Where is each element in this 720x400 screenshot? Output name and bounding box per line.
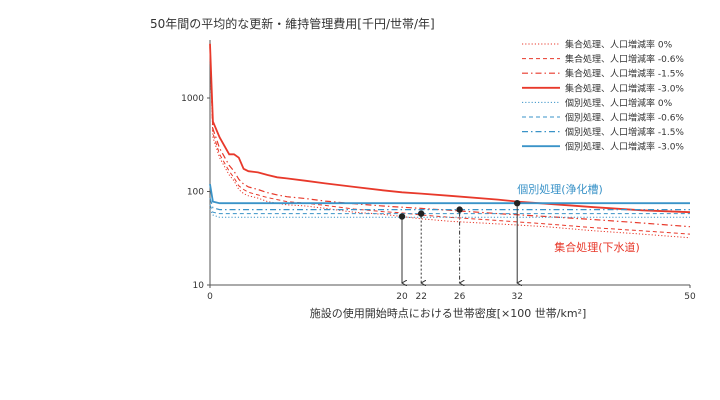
series-line-individual-7 (209, 183, 690, 205)
series-line-individual-4 (209, 208, 690, 218)
x-tick-label: 0 (207, 292, 213, 302)
crossover-point (456, 206, 463, 213)
legend-label: 集合処理、人口増減率 -3.0% (565, 82, 684, 94)
x-axis-label: 施設の使用開始時点における世帯密度[×100 世帯/km²] (310, 306, 587, 320)
y-tick-label: 10 (193, 281, 205, 291)
y-tick-label: 100 (187, 188, 204, 198)
crossover-point (418, 210, 425, 217)
legend-label: 集合処理、人口増減率 0% (565, 39, 673, 51)
crossover-x-label: 26 (454, 292, 466, 302)
legend-label: 集合処理、人口増減率 -0.6% (565, 53, 684, 65)
legend-label: 個別処理、人口増減率 -1.5% (565, 126, 684, 138)
y-tick-label: 1000 (181, 94, 204, 104)
series-line-individual-5 (209, 204, 690, 215)
series-line-individual-6 (209, 197, 690, 211)
crossover-x-label: 32 (511, 292, 522, 302)
legend-label: 個別処理、人口増減率 -3.0% (565, 141, 684, 153)
plot-area: 10 100 1000 0 50 20 22 26 32 個別処理(浄化槽) 集合処理(下水道) (181, 40, 696, 302)
x-tick-label: 50 (684, 292, 696, 302)
legend-label: 個別処理、人口増減率 0% (565, 97, 673, 109)
crossover-x-label: 22 (415, 292, 426, 302)
series-line-collective-0 (209, 53, 691, 239)
crossover-x-label: 20 (396, 292, 408, 302)
individual-annotation: 個別処理(浄化槽) (517, 182, 603, 196)
legend-label: 個別処理、人口増減率 -0.6% (565, 112, 684, 124)
legend: 集合処理、人口増減率 0% 集合処理、人口増減率 -0.6% 集合処理、人口増減率 … (522, 39, 684, 153)
chart-title: 50年間の平均的な更新・維持管理費用[千円/世帯/年] (150, 16, 435, 31)
legend-label: 集合処理、人口増減率 -1.5% (565, 68, 684, 80)
collective-annotation: 集合処理(下水道) (554, 240, 640, 254)
crossover-point (398, 213, 406, 220)
crossover-point (514, 199, 521, 207)
